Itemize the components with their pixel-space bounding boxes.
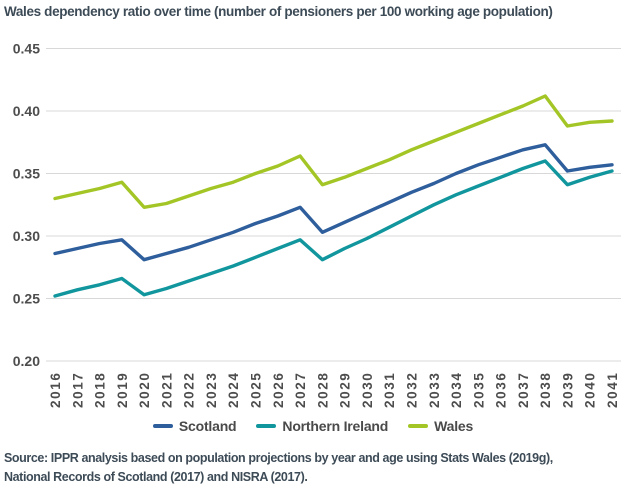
x-tick-label: 2037 — [516, 372, 531, 408]
x-tick-label: 2025 — [249, 372, 264, 408]
x-tick-label: 2028 — [315, 372, 330, 408]
x-tick-label: 2033 — [427, 372, 442, 408]
chart-legend: Scotland Northern Ireland Wales — [0, 414, 626, 438]
series-line-northern-ireland — [53, 159, 614, 298]
chart-title: Wales dependency ratio over time (number… — [4, 4, 553, 19]
source-line-1: Source: IPPR analysis based on populatio… — [4, 451, 553, 465]
x-tick-label: 2040 — [583, 372, 598, 408]
y-tick-label: 0.35 — [13, 166, 40, 182]
x-tick-label: 2032 — [404, 372, 419, 408]
x-tick-label: 2027 — [293, 372, 308, 408]
y-tick-label: 0.45 — [13, 41, 40, 57]
x-tick-label: 2039 — [560, 372, 575, 408]
line-chart: 0.20 0.25 0.30 0.35 0.40 0.45 2016 2017 2018 2019… — [13, 41, 621, 408]
legend-swatch-northern-ireland — [256, 424, 277, 428]
x-tick-label: 2019 — [115, 372, 130, 408]
x-tick-label: 2017 — [70, 372, 85, 408]
x-tick-label: 2031 — [382, 372, 397, 408]
x-tick-label: 2030 — [360, 372, 375, 408]
x-tick-label: 2016 — [48, 372, 63, 408]
legend-label-wales: Wales — [434, 418, 474, 434]
series-line-wales — [53, 94, 614, 210]
x-tick-label: 2018 — [93, 372, 108, 408]
legend-item-northern-ireland: Northern Ireland — [256, 418, 388, 434]
y-tick-label: 0.20 — [13, 353, 40, 369]
x-tick-label: 2038 — [538, 372, 553, 408]
x-tick-label: 2021 — [159, 372, 174, 408]
y-tick-label: 0.25 — [13, 291, 40, 307]
x-tick-label: 2035 — [471, 372, 486, 408]
x-tick-label: 2026 — [271, 372, 286, 408]
legend-item-wales: Wales — [408, 418, 473, 434]
source-line-2: National Records of Scotland (2017) and … — [4, 470, 308, 484]
legend-swatch-wales — [408, 424, 429, 428]
source-note: Source: IPPR analysis based on populatio… — [4, 449, 626, 487]
x-tick-label: 2023 — [204, 372, 219, 408]
y-tick-label: 0.30 — [13, 228, 40, 244]
x-tick-label: 2029 — [338, 372, 353, 408]
legend-swatch-scotland — [152, 424, 173, 428]
legend-label-scotland: Scotland — [178, 418, 237, 434]
x-tick-label: 2022 — [182, 372, 197, 408]
legend-item-scotland: Scotland — [152, 418, 237, 434]
x-tick-label: 2020 — [137, 372, 152, 408]
x-tick-label: 2036 — [494, 372, 509, 408]
series-line-scotland — [53, 143, 614, 262]
y-tick-label: 0.40 — [13, 103, 40, 119]
x-tick-label: 2034 — [449, 372, 464, 408]
legend-label-northern-ireland: Northern Ireland — [282, 418, 389, 434]
x-tick-label: 2024 — [226, 372, 241, 408]
x-tick-label: 2041 — [605, 372, 620, 408]
